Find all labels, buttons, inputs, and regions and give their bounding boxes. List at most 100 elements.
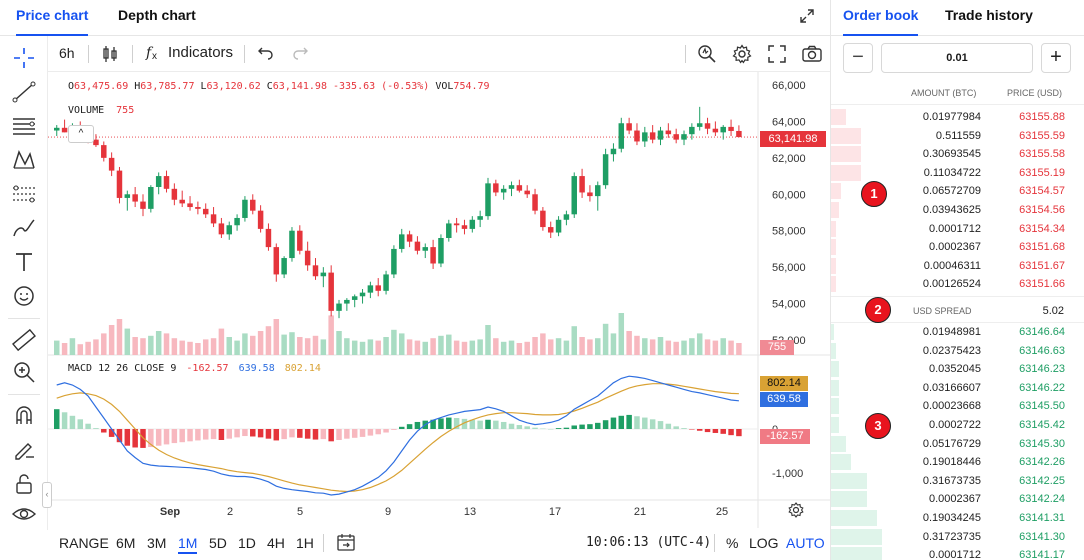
- range-1d[interactable]: 1D: [238, 535, 256, 551]
- bid-row[interactable]: 0.19018446 63142.26: [831, 453, 1084, 471]
- decrease-increment-button[interactable]: −: [843, 43, 873, 73]
- lock-icon[interactable]: [10, 470, 38, 498]
- interval-select[interactable]: 6h: [59, 45, 75, 61]
- candlestick-icon[interactable]: [102, 45, 118, 63]
- ask-price: 63151.67: [1019, 259, 1065, 272]
- brush-icon[interactable]: [10, 214, 38, 242]
- increment-field[interactable]: 0.01: [881, 43, 1033, 73]
- bid-depth-bar: [831, 417, 839, 433]
- macd-histogram-bar: [187, 429, 193, 442]
- range-1h[interactable]: 1H: [296, 535, 314, 551]
- expand-icon[interactable]: [800, 9, 814, 23]
- ask-row[interactable]: 0.11034722 63155.19: [831, 164, 1084, 182]
- range-3m[interactable]: 3M: [147, 535, 167, 551]
- tab-trade-history[interactable]: Trade history: [945, 7, 1033, 23]
- volume-bar: [320, 339, 327, 355]
- bid-row[interactable]: 0.0352045 63146.23: [831, 360, 1084, 378]
- range-1m[interactable]: 1M: [178, 532, 198, 554]
- pattern-icon[interactable]: [10, 146, 38, 174]
- gear-icon[interactable]: [732, 44, 752, 64]
- bid-price: 63145.50: [1019, 400, 1065, 413]
- collapse-legend-button[interactable]: ^: [68, 125, 94, 143]
- date-range-icon[interactable]: [336, 532, 356, 552]
- horizontal-lines-icon[interactable]: [10, 112, 38, 140]
- candle-body: [218, 223, 225, 235]
- ask-row[interactable]: 0.511559 63155.59: [831, 127, 1084, 145]
- macd-histogram-bar: [406, 424, 413, 429]
- macd-histogram-bar: [540, 428, 546, 430]
- chart-canvas[interactable]: 66,000 64,000 62,000 60,000 58,000 56,000 54,0…: [48, 72, 830, 528]
- bid-price: 63141.30: [1019, 530, 1065, 543]
- ask-row[interactable]: 0.00046311 63151.67: [831, 257, 1084, 275]
- increase-increment-button[interactable]: +: [1041, 43, 1071, 73]
- zoom-in-icon[interactable]: [10, 358, 38, 386]
- emoji-icon[interactable]: [10, 282, 38, 310]
- bid-row[interactable]: 0.03166607 63146.22: [831, 379, 1084, 397]
- range-5d[interactable]: 5D: [209, 535, 227, 551]
- tab-price-chart[interactable]: Price chart: [16, 0, 89, 36]
- ask-row[interactable]: 0.00126524 63151.66: [831, 275, 1084, 293]
- macd-histogram-bar: [485, 419, 491, 429]
- volume-bar: [171, 338, 178, 355]
- tab-order-book[interactable]: Order book: [843, 0, 919, 36]
- volume-bar: [657, 337, 664, 355]
- bid-row[interactable]: 0.05176729 63145.30: [831, 435, 1084, 453]
- bid-amount: 0.19018446: [922, 456, 981, 469]
- header-divider: [831, 104, 1084, 105]
- eye-icon[interactable]: [10, 500, 38, 528]
- macd-histogram-bar: [500, 421, 507, 429]
- ask-row[interactable]: 0.01977984 63155.88: [831, 108, 1084, 126]
- volume-bar: [297, 337, 303, 355]
- candle-body: [720, 126, 726, 133]
- magnet-icon[interactable]: [10, 402, 38, 430]
- bid-row[interactable]: 0.0002367 63142.24: [831, 490, 1084, 508]
- auto-toggle[interactable]: AUTO: [786, 535, 825, 551]
- ask-row[interactable]: 0.0001712 63154.34: [831, 220, 1084, 238]
- indicators-button[interactable]: Indicators: [168, 44, 234, 61]
- chart-settings-gear-icon[interactable]: [788, 502, 804, 518]
- bid-amount: 0.31673735: [922, 474, 981, 487]
- trend-line-icon[interactable]: [10, 78, 38, 106]
- ask-row[interactable]: 0.06572709 63154.57: [831, 182, 1084, 200]
- tab-depth-chart[interactable]: Depth chart: [118, 7, 196, 23]
- percent-toggle[interactable]: %: [726, 535, 739, 551]
- text-icon[interactable]: [10, 248, 38, 276]
- macd-histogram-bar: [124, 429, 131, 446]
- candle-body: [250, 199, 256, 211]
- collapse-tools-handle[interactable]: ‹: [42, 482, 52, 508]
- macd-histogram-bar: [524, 426, 530, 429]
- ruler-icon[interactable]: [10, 326, 38, 354]
- macd-histogram-bar: [649, 419, 656, 429]
- candle-body: [116, 170, 123, 198]
- bid-row[interactable]: 0.01948981 63146.64: [831, 323, 1084, 341]
- ask-row[interactable]: 0.0002367 63151.68: [831, 238, 1084, 256]
- ask-row[interactable]: 0.30693545 63155.58: [831, 145, 1084, 163]
- log-toggle[interactable]: LOG: [749, 535, 779, 551]
- bid-row[interactable]: 0.02375423 63146.63: [831, 342, 1084, 360]
- volume-bar: [336, 331, 342, 355]
- range-6m[interactable]: 6M: [116, 535, 136, 551]
- spread-divider-bottom: [831, 322, 1084, 323]
- crosshair-icon[interactable]: [10, 44, 38, 72]
- price-chart[interactable]: 66,000 64,000 62,000 60,000 58,000 56,000 54,0…: [42, 72, 830, 530]
- fullscreen-icon[interactable]: [768, 45, 786, 63]
- bid-depth-bar: [831, 454, 852, 471]
- undo-icon[interactable]: [258, 46, 274, 60]
- range-4h[interactable]: 4H: [267, 535, 285, 551]
- bid-row[interactable]: 0.31723735 63141.30: [831, 528, 1084, 546]
- fib-icon[interactable]: [10, 180, 38, 208]
- range-button[interactable]: RANGE: [59, 535, 109, 551]
- macd-line: [56, 375, 739, 496]
- bid-row[interactable]: 0.19034245 63141.31: [831, 509, 1084, 527]
- bid-row[interactable]: 0.0001712 63141.17: [831, 546, 1084, 560]
- camera-icon[interactable]: [802, 45, 822, 63]
- magnet-search-icon[interactable]: [697, 44, 717, 64]
- bid-row[interactable]: 0.31673735 63142.25: [831, 472, 1084, 490]
- bid-row[interactable]: 0.00023668 63145.50: [831, 397, 1084, 415]
- pencil-lock-icon[interactable]: [10, 436, 38, 464]
- candle-body: [595, 185, 601, 197]
- clock-display[interactable]: 10:06:13 (UTC-4): [586, 535, 712, 550]
- bid-row[interactable]: 0.0002722 63145.42: [831, 416, 1084, 434]
- redo-icon[interactable]: [292, 46, 308, 60]
- ask-row[interactable]: 0.03943625 63154.56: [831, 201, 1084, 219]
